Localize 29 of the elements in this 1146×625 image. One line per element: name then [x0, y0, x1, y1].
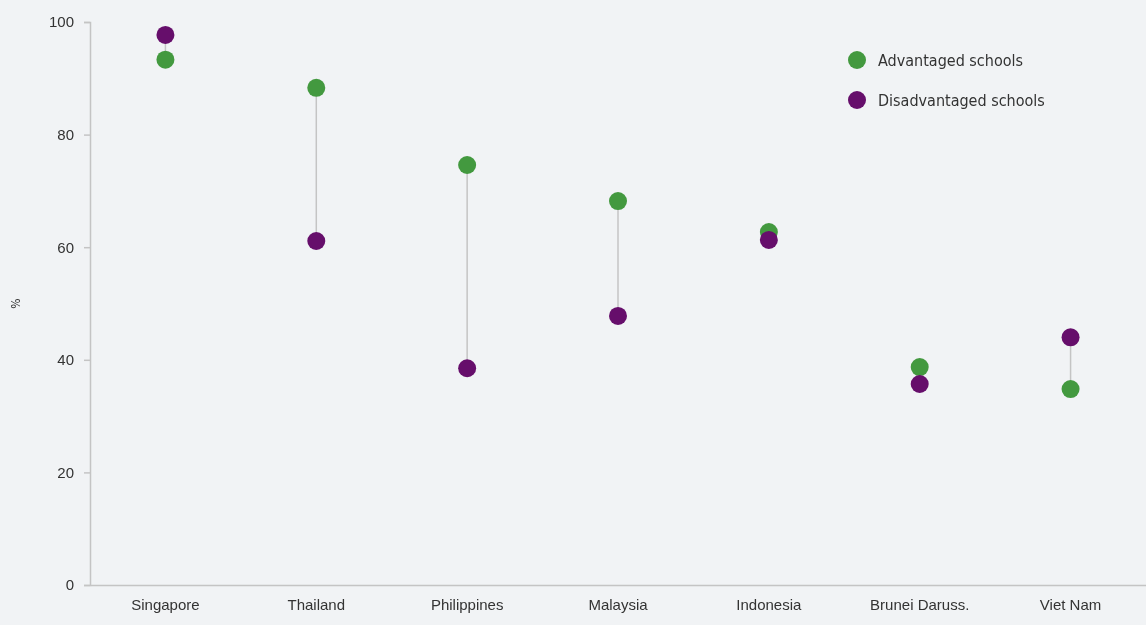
x-tick-label: Indonesia — [736, 595, 803, 613]
point — [910, 358, 929, 377]
y-tick-label: 40 — [57, 351, 74, 369]
point — [156, 25, 175, 44]
y-axis-title: % — [9, 298, 23, 309]
x-tick-label: Philippines — [430, 595, 504, 613]
point — [307, 78, 326, 97]
y-tick-label: 0 — [65, 576, 74, 594]
y-tick-label: 60 — [57, 238, 74, 256]
point — [609, 306, 627, 325]
y-tick-label: 100 — [48, 13, 74, 31]
point — [458, 359, 477, 378]
point — [609, 192, 627, 211]
x-tick-label: Malaysia — [588, 595, 649, 613]
x-tick-label: Thailand — [287, 595, 346, 613]
x-tick-label: Brunei Daruss. — [870, 595, 970, 613]
legend-label: Disadvantaged schools — [878, 90, 1045, 110]
y-tick-label: 20 — [57, 463, 74, 481]
point — [156, 50, 175, 69]
legend-label: Advantaged schools — [878, 50, 1023, 70]
point — [1061, 328, 1080, 347]
point — [1061, 380, 1080, 399]
point — [910, 375, 929, 394]
point — [759, 230, 778, 249]
point — [458, 156, 477, 174]
x-tick-label: Viet Nam — [1039, 595, 1102, 613]
x-tick-label: Singapore — [131, 595, 200, 613]
y-tick-label: 80 — [57, 125, 74, 143]
point — [307, 232, 326, 251]
